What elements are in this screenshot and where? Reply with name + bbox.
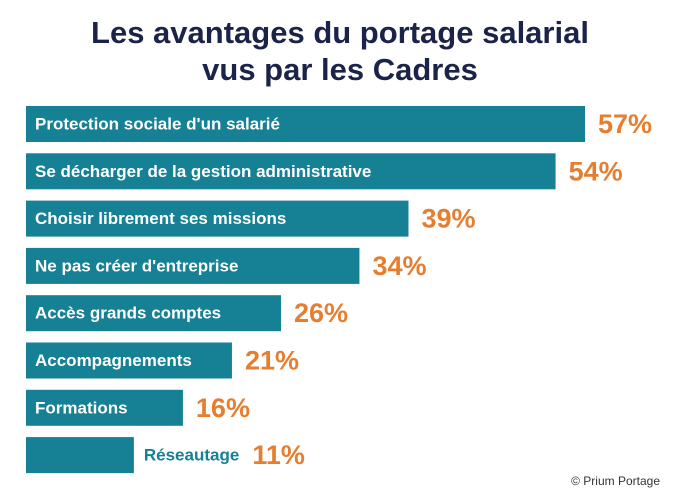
category-label-8: Réseautage [144, 446, 239, 465]
value-label-1: 57% [598, 109, 652, 139]
category-label-6: Accompagnements [35, 351, 192, 370]
category-label-5: Accès grands comptes [35, 304, 221, 323]
source-credit: © Prium Portage [571, 474, 660, 488]
chart-title: Les avantages du portage salarial vus pa… [0, 14, 680, 88]
value-label-4: 34% [372, 251, 426, 281]
bar-6 [26, 342, 232, 379]
bar-2 [26, 153, 556, 190]
bar-3 [26, 200, 409, 237]
category-label-7: Formations [35, 398, 128, 417]
bar-5 [26, 295, 281, 332]
chart-title-line-2: vus par les Cadres [202, 52, 478, 87]
category-label-1: Protection sociale d'un salarié [35, 115, 280, 134]
category-label-2: Se décharger de la gestion administrativ… [35, 162, 371, 181]
value-label-6: 21% [245, 346, 299, 376]
value-label-8: 11% [252, 440, 305, 470]
value-label-5: 26% [294, 298, 348, 328]
value-label-7: 16% [196, 393, 250, 423]
bar-7 [26, 389, 183, 426]
bar-4 [26, 247, 360, 284]
category-label-3: Choisir librement ses missions [35, 209, 286, 228]
value-label-3: 39% [421, 204, 475, 234]
category-label-4: Ne pas créer d'entreprise [35, 256, 238, 275]
value-label-2: 54% [569, 156, 623, 186]
bar-8 [26, 437, 134, 474]
bar-1 [26, 106, 585, 142]
chart-title-line-1: Les avantages du portage salarial [91, 15, 589, 50]
